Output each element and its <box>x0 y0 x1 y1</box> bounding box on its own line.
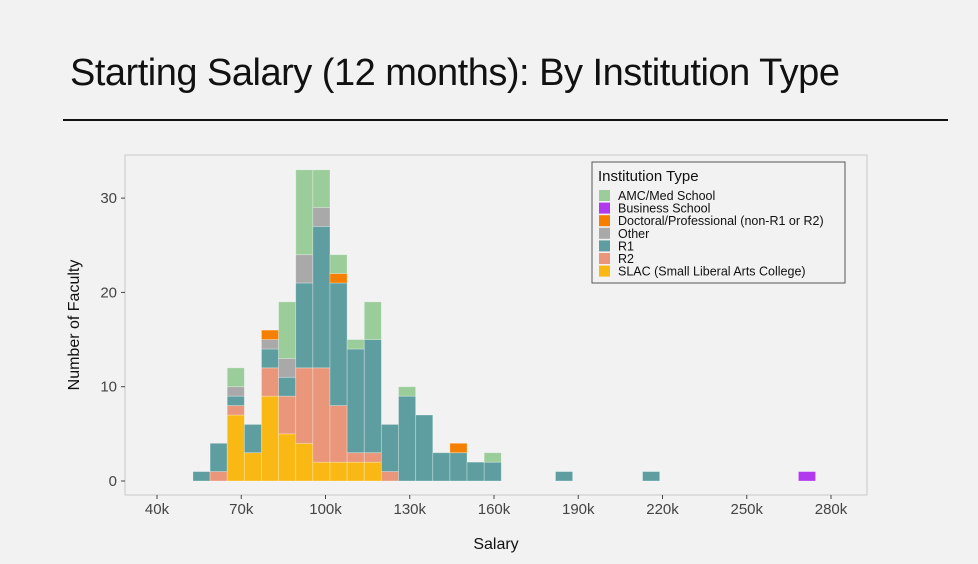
bar-segment-slac-small-liberal-arts-college <box>346 461 365 482</box>
bar-segment-slac-small-liberal-arts-college <box>261 395 280 482</box>
bar-segment-slac-small-liberal-arts-college <box>312 461 331 482</box>
legend-swatch <box>599 202 610 214</box>
bar-segment-business-school <box>798 471 816 482</box>
bar-segment-r2 <box>226 405 245 416</box>
x-tick-label: 160k <box>478 501 511 518</box>
bar-segment-amc-med-school <box>278 301 297 359</box>
legend-entry: R1 <box>618 239 634 253</box>
bar-segment-r1 <box>278 376 297 397</box>
legend-entry: AMC/Med School <box>618 189 715 203</box>
bar-segment-r1 <box>209 442 228 472</box>
y-axis: 0 10 20 30 <box>100 190 125 490</box>
title-divider <box>63 119 948 121</box>
bar-segment-slac-small-liberal-arts-college <box>363 461 382 482</box>
bar-segment-r2 <box>346 452 365 463</box>
bar-segment-amc-med-school <box>312 169 331 208</box>
legend-swatch <box>599 240 610 252</box>
bar-segment-amc-med-school <box>398 386 417 397</box>
legend-swatch <box>599 265 610 277</box>
legend-swatch <box>599 253 610 264</box>
bar-segment-r2 <box>295 367 314 444</box>
bar-segment-doctoral-professional-non-r1-or-r2 <box>449 442 468 454</box>
bar-segment-amc-med-school <box>483 452 502 463</box>
x-tick-label: 190k <box>562 501 595 518</box>
y-tick-label: 10 <box>100 379 117 396</box>
x-tick-label: 100k <box>309 501 342 518</box>
bar-segment-r1 <box>466 461 485 482</box>
legend-swatch <box>599 227 610 239</box>
legend-entry: Other <box>618 227 649 241</box>
bar-segment-r1 <box>415 414 434 482</box>
x-tick-label: 280k <box>815 501 848 518</box>
bar-segment-r2 <box>261 367 280 397</box>
bar-segment-other <box>312 207 331 227</box>
legend-entry: Doctoral/Professional (non-R1 or R2) <box>618 214 824 228</box>
legend: Institution Type AMC/Med SchoolBusiness … <box>591 161 846 284</box>
bar-segment-r1 <box>642 471 661 482</box>
bar-segment-slac-small-liberal-arts-college <box>226 414 245 482</box>
y-tick-label: 0 <box>109 473 117 490</box>
legend-swatch <box>599 215 610 227</box>
slide-title: Starting Salary (12 months): By Institut… <box>70 52 840 94</box>
x-tick-label: 250k <box>730 501 763 518</box>
bar-segment-other <box>278 358 297 378</box>
bar-segment-r2 <box>363 452 382 463</box>
bar-segment-r1 <box>449 452 468 482</box>
bar-segment-r1 <box>483 461 502 482</box>
bar-segment-r1 <box>329 282 348 406</box>
bar-segment-r2 <box>329 405 348 463</box>
bars-layer <box>192 169 816 482</box>
x-tick-label: 220k <box>646 501 679 518</box>
bar-segment-r1 <box>295 282 314 369</box>
bar-segment-r1 <box>346 348 365 454</box>
bar-segment-r1 <box>261 348 280 369</box>
bar-segment-other <box>226 386 245 397</box>
y-tick-label: 30 <box>100 190 117 207</box>
legend-entry: Business School <box>618 202 710 216</box>
bar-segment-r1 <box>398 395 417 482</box>
bar-segment-r1 <box>192 471 211 482</box>
y-tick-label: 20 <box>100 284 117 301</box>
bar-segment-r1 <box>380 424 399 472</box>
y-axis-label: Number of Faculty <box>66 260 83 391</box>
bar-segment-r1 <box>555 471 574 482</box>
x-axis-label: Salary <box>473 536 518 553</box>
bar-segment-amc-med-school <box>346 339 365 350</box>
x-tick-label: 40k <box>145 501 170 518</box>
legend-entry: R2 <box>618 252 634 266</box>
bar-segment-other <box>295 254 314 284</box>
x-tick-label: 130k <box>393 501 426 518</box>
bar-segment-amc-med-school <box>329 254 348 274</box>
bar-segment-r1 <box>226 395 245 406</box>
x-tick-label: 70k <box>229 501 254 518</box>
bar-segment-amc-med-school <box>226 367 245 388</box>
bar-segment-r2 <box>312 367 331 463</box>
bar-segment-doctoral-professional-non-r1-or-r2 <box>261 329 280 340</box>
legend-entry: SLAC (Small Liberal Arts College) <box>618 265 806 279</box>
legend-box <box>591 161 846 284</box>
bar-segment-r2 <box>380 471 399 482</box>
bar-segment-amc-med-school <box>295 169 314 256</box>
bar-segment-doctoral-professional-non-r1-or-r2 <box>329 273 348 284</box>
x-axis: 40k 70k 100k 130k 160k 190k 220k 250k 280k <box>145 495 848 518</box>
bar-segment-slac-small-liberal-arts-college <box>278 433 297 482</box>
bar-segment-slac-small-liberal-arts-college <box>329 461 348 482</box>
bar-segment-slac-small-liberal-arts-college <box>243 452 262 482</box>
bar-segment-r2 <box>209 471 228 482</box>
bar-segment-r1 <box>243 424 262 454</box>
bar-segment-r1 <box>363 339 382 454</box>
legend-swatch <box>599 190 610 201</box>
bar-segment-other <box>261 339 280 350</box>
bar-segment-r1 <box>432 452 451 482</box>
legend-title: Institution Type <box>598 168 699 185</box>
bar-segment-slac-small-liberal-arts-college <box>295 442 314 482</box>
bar-segment-r1 <box>312 225 331 369</box>
bar-segment-r2 <box>278 395 297 435</box>
bar-segment-amc-med-school <box>363 301 382 340</box>
